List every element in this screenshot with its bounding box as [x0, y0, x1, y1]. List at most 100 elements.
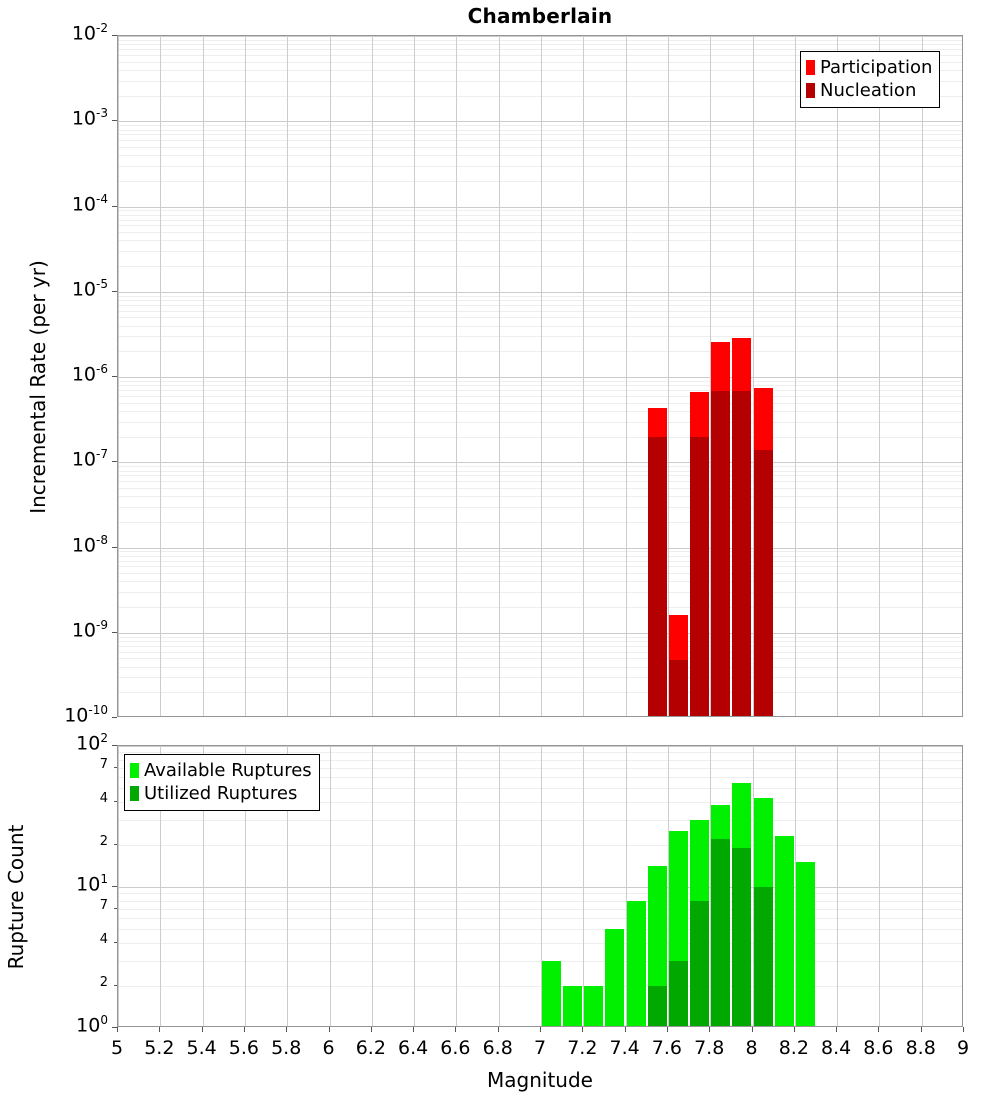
- bar-utilized-ruptures: [711, 839, 730, 1026]
- gridline-minor-horizontal: [118, 466, 962, 467]
- gridline-vertical: [499, 746, 500, 1026]
- gridline-horizontal: [118, 121, 962, 122]
- gridline-minor-horizontal: [118, 251, 962, 252]
- gridline-horizontal: [118, 207, 962, 208]
- gridline-minor-horizontal: [118, 909, 962, 910]
- bottom-panel-legend: Available Ruptures Utilized Ruptures: [124, 754, 320, 812]
- gridline-minor-horizontal: [118, 475, 962, 476]
- x-tick-label: 7.8: [694, 1037, 725, 1059]
- x-tick-label: 6.4: [397, 1037, 429, 1059]
- gridline-horizontal: [118, 292, 962, 293]
- y-tick-mark-bottom: [112, 1027, 117, 1028]
- x-tick-label: 5.8: [271, 1037, 302, 1059]
- gridline-minor-horizontal: [118, 70, 962, 71]
- gridline-minor-horizontal: [118, 134, 962, 135]
- gridline-vertical: [541, 36, 542, 716]
- gridline-minor-horizontal: [118, 471, 962, 472]
- x-tick-mark: [709, 1027, 710, 1032]
- x-tick-label: 7.2: [567, 1037, 598, 1059]
- x-tick-mark: [540, 1027, 541, 1032]
- x-tick-mark: [878, 1027, 879, 1032]
- gridline-minor-horizontal: [118, 788, 962, 789]
- gridline-vertical: [203, 36, 204, 716]
- gridline-minor-horizontal: [118, 820, 962, 821]
- gridline-minor-horizontal: [118, 607, 962, 608]
- gridline-minor-horizontal: [118, 692, 962, 693]
- y-tick-mark-minor-bottom: [114, 942, 117, 943]
- gridline-vertical: [414, 746, 415, 1026]
- legend-bottom-item: Utilized Ruptures: [130, 782, 312, 805]
- gridline-minor-horizontal: [118, 637, 962, 638]
- bar-available-ruptures: [563, 986, 582, 1026]
- gridline-vertical: [118, 36, 119, 716]
- gridline-minor-horizontal: [118, 130, 962, 131]
- x-tick-mark: [286, 1027, 287, 1032]
- bar-nucleation: [648, 437, 667, 716]
- gridline-minor-horizontal: [118, 667, 962, 668]
- gridline-minor-horizontal: [118, 943, 962, 944]
- gridline-minor-horizontal: [118, 760, 962, 761]
- bar-available-ruptures: [627, 901, 646, 1026]
- gridline-horizontal: [118, 462, 962, 463]
- gridline-minor-horizontal: [118, 918, 962, 919]
- top-panel-legend: Participation Nucleation: [800, 51, 941, 109]
- gridline-minor-horizontal: [118, 300, 962, 301]
- gridline-vertical: [668, 746, 669, 1026]
- gridline-minor-horizontal: [118, 677, 962, 678]
- gridline-vertical: [456, 746, 457, 1026]
- y-tick-label-minor-bottom: 4: [99, 932, 108, 948]
- gridline-minor-horizontal: [118, 641, 962, 642]
- y-tick-label-minor-bottom: 4: [99, 791, 108, 807]
- gridline-vertical: [753, 746, 754, 1026]
- bar-nucleation: [732, 391, 751, 716]
- bar-utilized-ruptures: [690, 901, 709, 1026]
- bar-available-ruptures: [775, 836, 794, 1026]
- gridline-vertical: [583, 746, 584, 1026]
- y-tick-mark-minor-bottom: [114, 844, 117, 845]
- gridline-vertical: [499, 36, 500, 716]
- gridline-minor-horizontal: [118, 561, 962, 562]
- x-tick-label: 5: [110, 1037, 124, 1059]
- gridline-vertical: [118, 746, 119, 1026]
- legend-bottom-item: Available Ruptures: [130, 759, 312, 782]
- gridline-minor-horizontal: [118, 225, 962, 226]
- y-tick-label-top: 10-3: [71, 106, 108, 130]
- gridline-vertical: [372, 36, 373, 716]
- gridline-minor-horizontal: [118, 166, 962, 167]
- gridline-vertical: [583, 36, 584, 716]
- gridline-minor-horizontal: [118, 592, 962, 593]
- gridline-minor-horizontal: [118, 961, 962, 962]
- y-tick-label-top: 10-4: [71, 191, 108, 215]
- gridline-vertical: [753, 36, 754, 716]
- legend-top-label: Participation: [820, 57, 933, 78]
- gridline-minor-horizontal: [118, 147, 962, 148]
- gridline-minor-horizontal: [118, 296, 962, 297]
- x-tick-mark: [413, 1027, 414, 1032]
- gridline-minor-horizontal: [118, 929, 962, 930]
- legend-bottom-swatch-icon: [130, 786, 139, 802]
- gridline-vertical: [330, 36, 331, 716]
- gridline-minor-horizontal: [118, 652, 962, 653]
- y-tick-label-top: 10-10: [64, 703, 108, 727]
- gridline-minor-horizontal: [118, 777, 962, 778]
- gridline-minor-horizontal: [118, 96, 962, 97]
- x-tick-label: 8.6: [863, 1037, 894, 1059]
- gridline-minor-horizontal: [118, 240, 962, 241]
- bar-nucleation: [669, 660, 688, 716]
- bar-available-ruptures: [796, 862, 815, 1026]
- y-tick-mark-bottom: [112, 745, 117, 746]
- gridline-minor-horizontal: [118, 326, 962, 327]
- y-tick-label-minor-bottom: 7: [99, 897, 108, 913]
- x-tick-label: 8.4: [820, 1037, 852, 1059]
- x-tick-mark: [202, 1027, 203, 1032]
- gridline-vertical: [414, 36, 415, 716]
- incremental-rate-plot: [117, 35, 963, 717]
- gridline-vertical: [456, 36, 457, 716]
- x-tick-label: 7: [533, 1037, 547, 1059]
- x-tick-label: 7.4: [609, 1037, 640, 1059]
- gridline-minor-horizontal: [118, 381, 962, 382]
- gridline-minor-horizontal: [118, 125, 962, 126]
- y-tick-label-top: 10-2: [71, 21, 108, 45]
- legend-bottom-label: Utilized Ruptures: [144, 783, 298, 805]
